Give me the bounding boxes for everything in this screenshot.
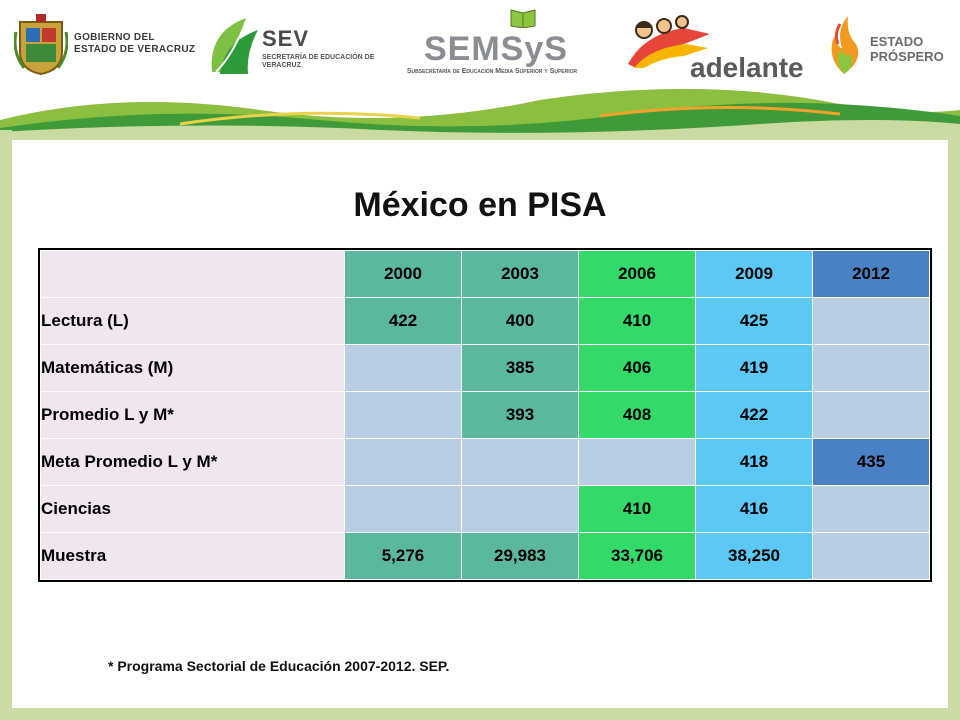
table-cell-2009: 419: [695, 344, 813, 392]
sev-leaf-icon: [211, 18, 258, 74]
table-row: Matemáticas (M) 385 406 419: [40, 344, 930, 392]
table-cell-2006: 33,706: [578, 532, 696, 580]
table-cell-2009: 422: [695, 391, 813, 439]
table-header-row: 2000 2003 2006 2009 2012: [40, 250, 930, 298]
table-row: Promedio L y M* 393 408 422: [40, 391, 930, 439]
pisa-results-table: 2000 2003 2006 2009 2012 Lectura (L) 422 4…: [38, 248, 932, 582]
row-label: Promedio L y M*: [40, 391, 345, 439]
gov-logo-text: GOBIERNO DEL ESTADO DE VERACRUZ: [74, 32, 195, 56]
row-label: Ciencias: [40, 485, 345, 533]
year-header-2006: 2006: [578, 250, 696, 298]
table-cell-2009: 416: [695, 485, 813, 533]
table-cell-2000: 422: [344, 297, 462, 345]
prospero-line-2: PRÓSPERO: [870, 49, 944, 64]
adelante-logo: adelante: [624, 12, 804, 83]
slide-title: México en PISA: [353, 186, 607, 224]
table-cell-2009: 38,250: [695, 532, 813, 580]
year-header-2003: 2003: [461, 250, 579, 298]
table-corner-cell: [40, 250, 345, 298]
table-cell-2012: [812, 532, 930, 580]
semsys-logo: SEMSyS Subsecretaría de Educación Media …: [392, 9, 592, 78]
logo-header: GOBIERNO DEL ESTADO DE VERACRUZ SEV SECR…: [0, 0, 960, 90]
table-row: Lectura (L) 422 400 410 425: [40, 297, 930, 345]
table-cell-2012: [812, 391, 930, 439]
table-cell-2006: 410: [578, 485, 696, 533]
semsys-logo-title: SEMSyS: [424, 30, 568, 68]
table-cell-2003: 29,983: [461, 532, 579, 580]
prospero-line-1: ESTADO: [870, 34, 924, 49]
table-cell-2006: [578, 438, 696, 486]
footnote-source: * Programa Sectorial de Educación 2007-2…: [108, 658, 450, 674]
sev-logo-title: SEV: [262, 26, 310, 51]
table-cell-2000: [344, 438, 462, 486]
table-cell-2006: 408: [578, 391, 696, 439]
year-header-2012: 2012: [812, 250, 930, 298]
table-cell-2003: 400: [461, 297, 579, 345]
row-label: Lectura (L): [40, 297, 345, 345]
table-cell-2012: 435: [812, 438, 930, 486]
table-cell-2003: 393: [461, 391, 579, 439]
sev-logo: SEV SECRETARÍA DE EDUCACIÓN DE VERACRUZ: [206, 12, 381, 78]
gov-logo-line-1: GOBIERNO DEL: [74, 32, 155, 43]
veracruz-seal-icon: [14, 14, 68, 76]
table-cell-2003: [461, 438, 579, 486]
gobierno-veracruz-logo: GOBIERNO DEL ESTADO DE VERACRUZ: [14, 12, 204, 78]
slide-frame-left: [0, 130, 12, 720]
table-cell-2006: 410: [578, 297, 696, 345]
table-cell-2012: [812, 297, 930, 345]
slide-frame-right: [948, 130, 960, 720]
semsys-logo-subtitle: Subsecretaría de Educación Media Superio…: [406, 68, 578, 75]
table-cell-2006: 406: [578, 344, 696, 392]
row-label: Matemáticas (M): [40, 344, 345, 392]
table-cell-2003: [461, 485, 579, 533]
row-label: Muestra: [40, 532, 345, 580]
table-cell-2003: 385: [461, 344, 579, 392]
table-cell-2000: [344, 344, 462, 392]
gov-logo-line-2: ESTADO DE VERACRUZ: [74, 44, 196, 55]
table-cell-2000: [344, 391, 462, 439]
estado-prospero-logo: ESTADO PRÓSPERO: [824, 12, 954, 78]
table-row: Ciencias 410 416: [40, 485, 930, 533]
table-row: Muestra 5,276 29,983 33,706 38,250: [40, 532, 930, 580]
table-cell-2009: 418: [695, 438, 813, 486]
adelante-logo-text: adelante: [690, 52, 804, 83]
table-cell-2009: 425: [695, 297, 813, 345]
year-header-2000: 2000: [344, 250, 462, 298]
table-row: Meta Promedio L y M* 418 435: [40, 438, 930, 486]
sev-logo-subtitle: SECRETARÍA DE EDUCACIÓN DE VERACRUZ: [262, 54, 375, 69]
slide-frame-bottom: [0, 708, 960, 720]
flame-icon: [831, 16, 859, 74]
table-cell-2000: [344, 485, 462, 533]
decorative-swoosh-band: [0, 88, 960, 140]
table-cell-2000: 5,276: [344, 532, 462, 580]
year-header-2009: 2009: [695, 250, 813, 298]
prospero-logo-text: ESTADO PRÓSPERO: [870, 34, 944, 64]
row-label: Meta Promedio L y M*: [40, 438, 345, 486]
table-cell-2012: [812, 344, 930, 392]
table-cell-2012: [812, 485, 930, 533]
book-icon: [510, 9, 536, 28]
children-illustration-icon: [628, 15, 710, 68]
